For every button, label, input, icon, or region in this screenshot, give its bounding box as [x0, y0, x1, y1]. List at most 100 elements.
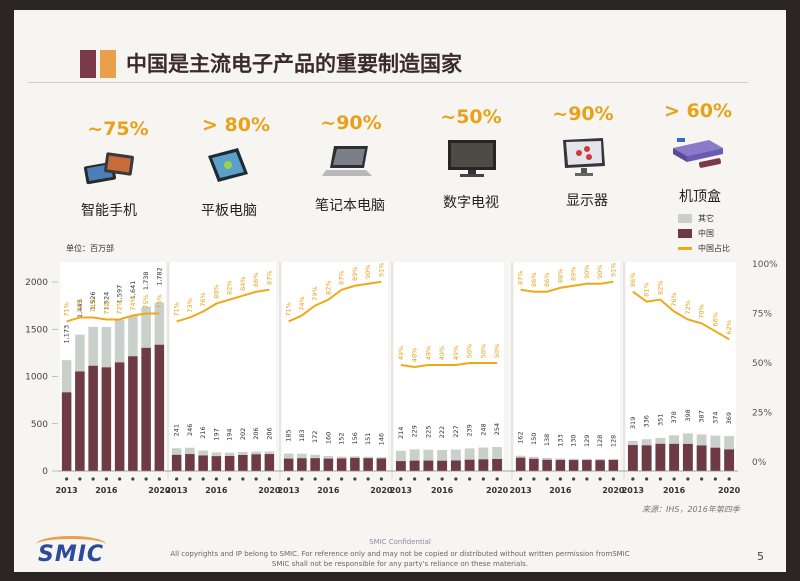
total-data-label: 227 — [452, 425, 460, 437]
x-marker — [611, 477, 615, 481]
bar-other — [185, 447, 195, 455]
x-marker — [254, 477, 258, 481]
footer-confidential: SMIC Confidential — [369, 538, 431, 546]
share-data-label: 86% — [252, 272, 260, 286]
x-marker — [228, 477, 232, 481]
share-data-label: 89% — [570, 267, 578, 281]
bar-china — [185, 454, 195, 471]
x-tick-label: 2016 — [549, 486, 572, 495]
total-data-label: 1,641 — [129, 281, 137, 300]
bar-china — [464, 459, 475, 471]
share-data-label: 89% — [351, 267, 359, 281]
slide: 中国是主流电子产品的重要制造国家 ~75% > 80% ~90% ~50% ~9… — [14, 10, 786, 572]
tv-icon — [448, 140, 496, 177]
bar-china — [171, 454, 182, 471]
bar-china — [323, 458, 334, 471]
total-data-label: 246 — [186, 424, 194, 436]
bar-other — [542, 457, 552, 460]
legend: 其它 中国 中国占比 — [678, 213, 730, 258]
x-marker — [175, 477, 179, 481]
bar-other — [515, 455, 526, 458]
x-tick-label: 2016 — [205, 486, 228, 495]
x-marker — [519, 477, 523, 481]
product-share: ~50% — [440, 106, 502, 128]
bar-china — [336, 458, 347, 471]
bar-china — [264, 454, 275, 471]
bar-china — [608, 459, 619, 471]
x-marker — [658, 477, 662, 481]
bar-other — [198, 450, 208, 456]
share-data-label: 74% — [129, 296, 137, 310]
bar-china — [423, 460, 434, 471]
x-marker — [645, 477, 649, 481]
total-data-label: 130 — [570, 435, 578, 447]
x-tick-label: 2013 — [165, 486, 187, 495]
total-data-label: 133 — [556, 434, 564, 446]
share-data-label: 71% — [173, 302, 181, 316]
legend-item-china-share: 中国占比 — [678, 243, 730, 254]
bar-other — [450, 449, 461, 461]
x-marker — [313, 477, 317, 481]
total-data-label: 183 — [298, 429, 306, 441]
bar-china — [542, 459, 552, 471]
x-tick-label: 2013 — [277, 486, 299, 495]
total-data-label: 1,443 — [76, 299, 84, 318]
bar-china — [75, 371, 85, 471]
bar-other — [696, 434, 707, 446]
bar-china — [655, 443, 666, 471]
total-data-label: 1,597 — [116, 285, 124, 304]
x-marker — [118, 477, 122, 481]
total-data-label: 1,173 — [63, 325, 71, 344]
product-share: > 80% — [201, 114, 271, 136]
share-data-label: 62% — [725, 320, 733, 334]
bar-other — [492, 446, 503, 459]
x-marker — [545, 477, 549, 481]
product-name: 笔记本电脑 — [315, 198, 385, 214]
y2-tick-label: 0% — [752, 458, 767, 468]
bar-other — [154, 302, 165, 345]
total-data-label: 206 — [252, 427, 260, 439]
settop-box-icon — [673, 138, 723, 168]
x-marker — [300, 477, 304, 481]
bar-china — [696, 445, 707, 471]
legend-label: 中国 — [698, 229, 714, 238]
bar-china — [238, 454, 248, 471]
source-note: 来源：IHS，2016年第四季 — [642, 505, 740, 514]
y2-tick-label: 50% — [752, 359, 772, 369]
smartphone-icon — [83, 152, 134, 185]
total-data-label: 156 — [351, 432, 359, 444]
share-data-label: 87% — [517, 271, 525, 285]
x-marker — [727, 477, 731, 481]
x-marker — [340, 477, 344, 481]
share-data-label: 72% — [102, 300, 110, 314]
product-share: > 60% — [663, 100, 733, 122]
x-marker — [440, 477, 444, 481]
total-data-label: 172 — [311, 431, 319, 443]
bar-china — [710, 447, 721, 471]
share-data-label: 91% — [609, 263, 617, 277]
share-data-label: 82% — [656, 280, 664, 294]
product-name: 智能手机 — [81, 203, 137, 219]
total-data-label: 248 — [479, 423, 487, 435]
share-data-label: 72% — [116, 300, 124, 314]
total-data-label: 146 — [377, 433, 385, 445]
share-line — [66, 312, 160, 323]
panel-background — [170, 262, 276, 471]
y-tick-label: 0 — [42, 467, 48, 477]
bar-other — [251, 451, 261, 455]
product-name: 机顶盒 — [679, 189, 721, 205]
bar-other — [264, 451, 275, 455]
y2-tick-label: 75% — [752, 310, 772, 320]
share-data-label: 50% — [479, 344, 487, 358]
share-data-label: 88% — [556, 269, 564, 283]
bar-other — [655, 437, 666, 444]
bar-china — [297, 458, 307, 471]
logo-arc — [36, 536, 106, 553]
x-marker — [287, 477, 291, 481]
share-data-label: 86% — [543, 272, 551, 286]
x-tick-label: 2020 — [602, 486, 625, 495]
x-marker — [188, 477, 192, 481]
y-tick-label: 1500 — [25, 325, 48, 335]
share-data-label: 82% — [324, 280, 332, 294]
bar-other — [478, 447, 489, 460]
